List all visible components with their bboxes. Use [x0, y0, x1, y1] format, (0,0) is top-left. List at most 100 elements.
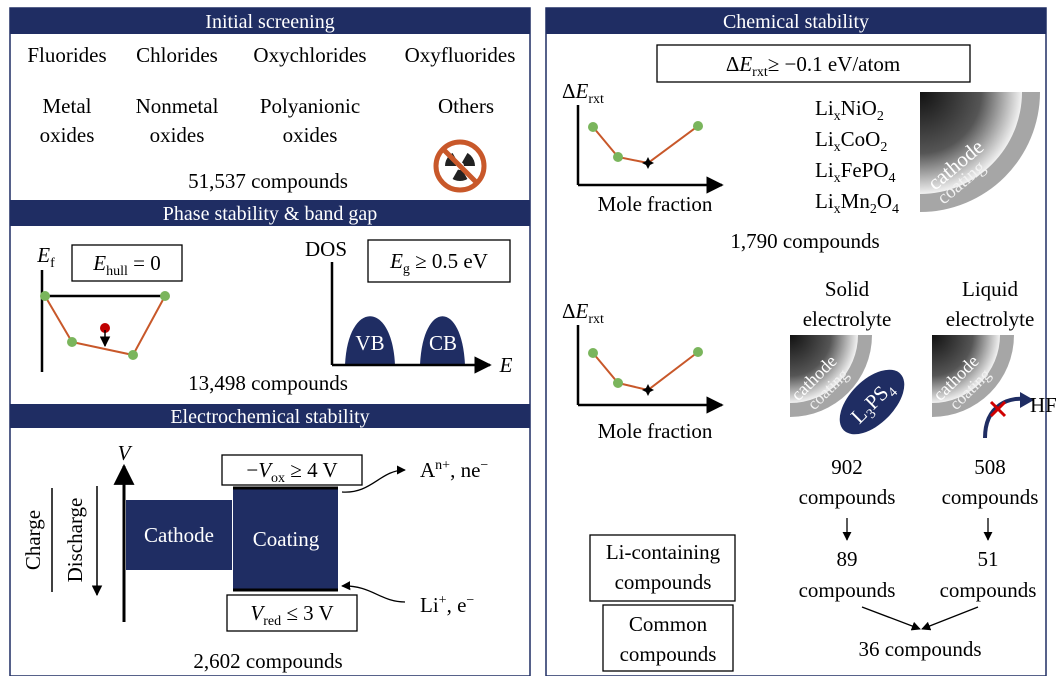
sign: −	[246, 458, 258, 482]
formula-part: NiO	[841, 96, 877, 120]
subscript: x	[834, 109, 841, 124]
subscript: x	[834, 202, 841, 217]
section-title: Chemical stability	[723, 11, 869, 33]
arrow	[341, 465, 406, 493]
axis-label: ΔErxt	[562, 79, 604, 107]
class-label: Others	[438, 94, 494, 118]
class-label: Nonmetal	[136, 94, 219, 118]
subscript: f	[50, 256, 55, 271]
section-title: Phase stability & band gap	[163, 203, 377, 225]
class-label: oxides	[40, 123, 95, 147]
symbol: E	[575, 79, 589, 103]
relation: ≥ 0.5 eV	[410, 249, 488, 273]
block-label: Cathode	[144, 523, 214, 547]
block-label: Coating	[253, 527, 320, 551]
species: Li	[420, 593, 439, 617]
subscript: x	[834, 140, 841, 155]
compound-count: compounds	[942, 485, 1039, 509]
charge-label: Charge	[21, 510, 45, 570]
formula-part: Li	[815, 96, 834, 120]
class-label: oxides	[150, 123, 205, 147]
class-label: Polyanionic	[260, 94, 360, 118]
delta: Δ	[726, 52, 740, 76]
relation: ≤ 3 V	[281, 601, 334, 625]
subscript: 4	[889, 171, 896, 186]
axis-label: V	[118, 441, 133, 465]
axis-label: E	[499, 353, 513, 377]
symbol: E	[36, 243, 50, 267]
criterion: ΔErxt≥ −0.1 eV/atom	[726, 52, 900, 80]
cathode-block	[126, 500, 232, 570]
criterion-box	[226, 594, 358, 632]
reaction-plot: ΔErxt Mole fraction	[562, 79, 724, 216]
formula-part: Li	[815, 189, 834, 213]
axis-label: DOS	[305, 237, 347, 261]
superscript: −	[466, 593, 474, 608]
subscript: 4	[892, 202, 899, 217]
compound-count: 902	[831, 455, 863, 479]
cathode-formula: LixMn2O4	[815, 189, 899, 217]
electrolyte-label: Solid	[825, 277, 870, 301]
section-header	[546, 8, 1046, 34]
coated-cathode	[790, 335, 872, 417]
no-radioactive-icon	[433, 139, 487, 193]
final-count: 36 compounds	[858, 637, 981, 661]
delta: Δ	[562, 299, 576, 323]
symbol: V	[258, 458, 273, 482]
formula-part: Li	[815, 127, 834, 151]
symbol: V	[250, 601, 265, 625]
subscript: g	[403, 262, 410, 277]
criterion-box	[367, 239, 511, 283]
class-label: Chlorides	[136, 43, 218, 67]
relation: ≥ −0.1 eV/atom	[768, 52, 900, 76]
reactants: Li+, e−	[420, 593, 474, 617]
coating-block	[233, 488, 338, 590]
formula-part: Li	[815, 158, 834, 182]
relation: ≥ 4 V	[285, 458, 338, 482]
filter-label: compounds	[620, 642, 717, 666]
formula-part: CoO	[841, 127, 881, 151]
criterion: −Vox ≥ 4 V	[246, 458, 337, 486]
subscript: red	[263, 614, 281, 629]
section-title: Electrochemical stability	[170, 406, 369, 428]
filter-box	[602, 604, 734, 672]
delta: Δ	[562, 79, 576, 103]
criterion-box	[221, 454, 363, 486]
superscript: +	[439, 593, 447, 608]
reaction-plot: ΔErxt Mole fraction	[562, 299, 724, 443]
relation: = 0	[128, 251, 161, 275]
coated-cathode	[932, 335, 1014, 417]
compound-count: 51,537 compounds	[188, 169, 348, 193]
compound-count: 89	[837, 547, 858, 571]
arrow	[921, 606, 979, 631]
symbol: E	[92, 251, 106, 275]
cathode-formula: LixNiO2	[815, 96, 884, 124]
band-label: CB	[429, 331, 457, 355]
section-title: Initial screening	[205, 11, 334, 33]
class-label: Oxychlorides	[253, 43, 366, 67]
filter-label: Li-containing	[606, 540, 721, 564]
axis-label: Ef	[36, 243, 55, 271]
compound-count: compounds	[940, 578, 1037, 602]
criterion-box	[656, 44, 971, 83]
arrow-head	[1020, 392, 1034, 408]
compound-count: 2,602 compounds	[193, 649, 342, 673]
compound-count: 13,498 compounds	[188, 371, 348, 395]
coated-cathode	[920, 92, 1040, 212]
subscript: rxt	[588, 92, 604, 107]
class-label: Metal	[43, 94, 92, 118]
dos-plot	[330, 262, 492, 374]
superscript: −	[480, 458, 488, 473]
compound-count: 1,790 compounds	[730, 229, 879, 253]
filter-box	[589, 534, 736, 602]
class-label: oxides	[283, 123, 338, 147]
class-label: Oxyfluorides	[405, 43, 516, 67]
symbol: E	[575, 299, 589, 323]
species: , ne	[450, 458, 480, 482]
subscript: ox	[271, 471, 285, 486]
electrolyte-label: Liquid	[962, 277, 1018, 301]
electrolyte-label: electrolyte	[946, 307, 1035, 331]
section-header	[10, 404, 530, 428]
subscript: rxt	[752, 65, 768, 80]
